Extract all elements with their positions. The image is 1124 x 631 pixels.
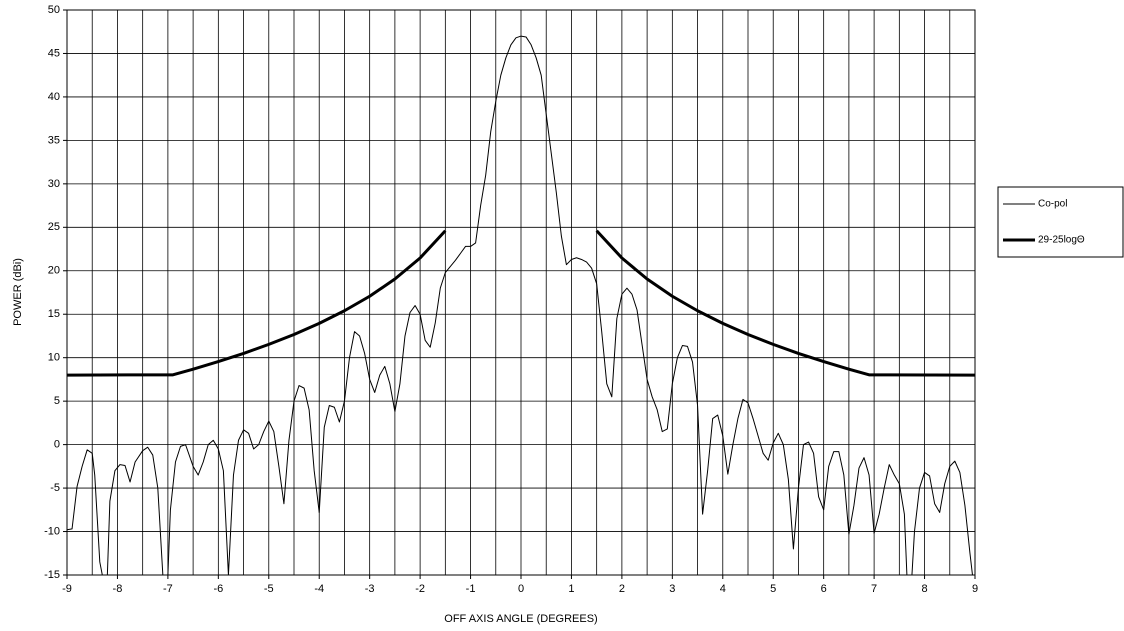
series-line (66, 35, 973, 576)
series-line (66, 229, 976, 377)
legend-label: 29-25logΘ (1038, 235, 1085, 246)
x-tick-label: 8 (921, 583, 927, 595)
y-tick-label: 40 (48, 91, 60, 103)
x-tick-label: -4 (314, 583, 324, 595)
x-tick-label: -5 (264, 583, 274, 595)
x-tick-label: -1 (466, 583, 476, 595)
plot-border (66, 9, 976, 576)
x-tick-label: 0 (518, 583, 524, 595)
y-tick-label: 20 (48, 265, 60, 277)
y-tick-label: -10 (44, 525, 60, 537)
x-tick-label: 4 (720, 583, 726, 595)
x-tick-label: -3 (365, 583, 375, 595)
y-tick-label: 50 (48, 4, 60, 16)
x-tick-label: -9 (62, 583, 72, 595)
x-tick-label: 9 (972, 583, 978, 595)
y-tick-label: 15 (48, 308, 60, 320)
x-tick-label: 1 (568, 583, 574, 595)
y-tick-label: 30 (48, 178, 60, 190)
y-axis-title: POWER (dBi) (12, 258, 24, 326)
y-tick-label: 0 (54, 439, 60, 451)
y-tick-label: -5 (50, 482, 60, 494)
y-tick-label: 35 (48, 134, 60, 146)
x-tick-label: 5 (770, 583, 776, 595)
x-tick-label: 7 (871, 583, 877, 595)
y-tick-label: 25 (48, 221, 60, 233)
y-tick-label: 45 (48, 47, 60, 59)
legend-box (997, 186, 1124, 258)
x-tick-label: -2 (415, 583, 425, 595)
y-tick-label: 10 (48, 352, 60, 364)
legend-label: Co-pol (1038, 199, 1067, 210)
x-tick-label: 2 (619, 583, 625, 595)
y-tick-label: 5 (54, 395, 60, 407)
x-axis-title: OFF AXIS ANGLE (DEGREES) (444, 613, 597, 625)
x-tick-label: -7 (163, 583, 173, 595)
x-tick-label: 6 (821, 583, 827, 595)
y-tick-label: -15 (44, 569, 60, 581)
x-tick-label: 3 (669, 583, 675, 595)
x-tick-label: -6 (213, 583, 223, 595)
x-tick-label: -8 (113, 583, 123, 595)
